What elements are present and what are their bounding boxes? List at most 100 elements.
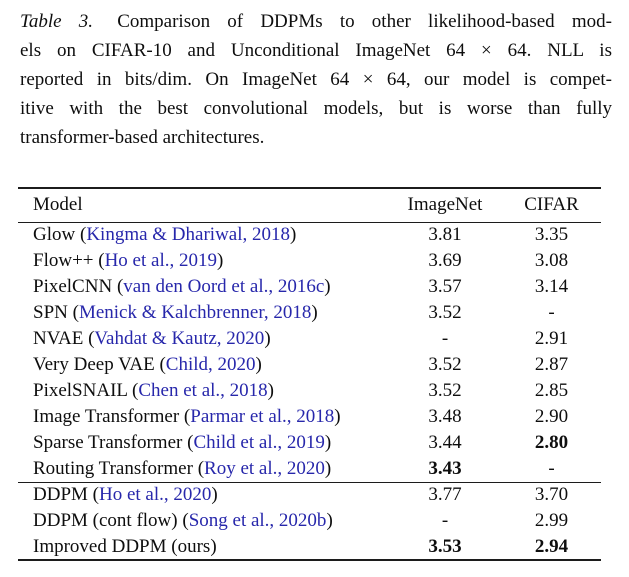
citation-link[interactable]: Roy et al., 2020	[204, 457, 325, 479]
cifar-value: 3.14	[534, 276, 569, 297]
model-text: Glow	[33, 224, 76, 246]
model-name-cell: Routing Transformer (Roy et al., 2020)	[18, 456, 378, 482]
caption-line: itive with the best convolutional models…	[20, 98, 612, 119]
citation-link[interactable]: Menick & Kalchbrenner, 2018	[78, 302, 312, 323]
paren-open: (	[112, 276, 124, 297]
imagenet-value: 3.48	[428, 406, 462, 427]
column-header-model: Model	[33, 194, 83, 216]
table-row: SPN (Menick & Kalchbrenner, 2018) 3.52 -	[18, 300, 601, 326]
imagenet-value: 3.52	[428, 302, 462, 323]
column-header-imagenet: ImageNet	[407, 194, 483, 216]
model-text: Routing Transformer	[33, 457, 193, 479]
paren-close: )	[211, 484, 218, 506]
caption-line: transformer-based architectures.	[20, 127, 265, 148]
imagenet-value: -	[441, 510, 449, 531]
citation-link[interactable]: Child et al., 2019	[193, 432, 325, 453]
nll-comparison-table: Model ImageNet CIFAR Glow (Kingma & Dhar…	[18, 187, 601, 561]
model-text: SPN	[33, 302, 68, 323]
citation-link[interactable]: Kingma & Dhariwal, 2018	[86, 224, 290, 246]
paren-open: (	[179, 406, 191, 427]
imagenet-value: -	[441, 328, 449, 349]
citation-link[interactable]: Ho et al., 2020	[98, 484, 212, 506]
ddpm-models-group: DDPM (Ho et al., 2020) 3.77 3.70 DDPM (c…	[18, 482, 601, 560]
model-name-cell: Flow++ (Ho et al., 2019)	[18, 248, 378, 274]
imagenet-value: 3.53	[428, 535, 462, 557]
model-text: PixelSNAIL	[33, 380, 128, 401]
model-name-cell: PixelCNN (van den Oord et al., 2016c)	[18, 274, 378, 300]
table-row: PixelSNAIL (Chen et al., 2018) 3.52 2.85	[18, 378, 601, 404]
paren-close: )	[264, 328, 271, 349]
paren-open: (	[154, 354, 166, 375]
cifar-value: 2.90	[534, 406, 569, 427]
citation-link[interactable]: Child, 2020	[165, 354, 256, 375]
model-name-cell: Image Transformer (Parmar et al., 2018)	[18, 404, 378, 430]
paren-close: )	[334, 406, 341, 427]
model-name-cell: DDPM (Ho et al., 2020)	[18, 482, 378, 508]
citation-link[interactable]: Chen et al., 2018	[138, 380, 268, 401]
model-name-cell: Improved DDPM (ours)	[18, 534, 378, 560]
caption-line: els on CIFAR-10 and Unconditional ImageN…	[20, 40, 612, 61]
table-row: Image Transformer (Parmar et al., 2018) …	[18, 404, 601, 430]
citation-link[interactable]: Parmar et al., 2018	[190, 406, 335, 427]
model-name-cell: Sparse Transformer (Child et al., 2019)	[18, 430, 378, 456]
table-row: DDPM (cont flow) (Song et al., 2020b) - …	[18, 508, 601, 534]
paren-close: )	[267, 380, 274, 401]
model-name-cell: Very Deep VAE (Child, 2020)	[18, 352, 378, 378]
paren-close: )	[324, 276, 331, 297]
imagenet-value: 3.52	[428, 380, 462, 401]
imagenet-value: 3.81	[428, 224, 462, 246]
table-row: Very Deep VAE (Child, 2020) 3.52 2.87	[18, 352, 601, 378]
imagenet-value: 3.77	[428, 484, 462, 506]
model-name-cell: DDPM (cont flow) (Song et al., 2020b)	[18, 508, 378, 534]
table-row: PixelCNN (van den Oord et al., 2016c) 3.…	[18, 274, 601, 300]
model-name-cell: NVAE (Vahdat & Kautz, 2020)	[18, 326, 378, 352]
cifar-value: 2.85	[534, 380, 569, 401]
cifar-value: 2.87	[534, 354, 569, 375]
cifar-value: 2.94	[534, 535, 569, 557]
table-row: DDPM (Ho et al., 2020) 3.77 3.70	[18, 482, 601, 508]
citation-link[interactable]: Vahdat & Kautz, 2020	[94, 328, 265, 349]
model-text: Sparse Transformer	[33, 432, 183, 453]
model-text: NVAE	[33, 328, 84, 349]
caption-line: Table 3. Comparison of DDPMs to other li…	[20, 7, 612, 36]
paren-close: )	[255, 354, 262, 375]
imagenet-value: 3.69	[428, 250, 462, 271]
paren-close: )	[311, 302, 318, 323]
model-text: Flow++	[33, 250, 94, 271]
citation-link[interactable]: van den Oord et al., 2016c	[123, 276, 325, 297]
model-text: PixelCNN	[33, 276, 113, 297]
imagenet-value: 3.57	[428, 276, 462, 297]
paren-close: )	[326, 510, 333, 531]
paren-close: )	[324, 457, 332, 479]
paren-close: )	[216, 250, 224, 271]
model-name-cell: PixelSNAIL (Chen et al., 2018)	[18, 378, 378, 404]
cifar-value: -	[548, 457, 555, 479]
cifar-value: -	[548, 302, 555, 323]
caption-label: Table 3.	[20, 11, 93, 32]
cifar-value: 3.35	[534, 224, 569, 246]
paren-open: (	[93, 250, 105, 271]
model-text: Image Transformer	[33, 406, 180, 427]
table-row: NVAE (Vahdat & Kautz, 2020) - 2.91	[18, 326, 601, 352]
table-caption: Table 3. Comparison of DDPMs to other li…	[20, 7, 612, 152]
model-name-cell: SPN (Menick & Kalchbrenner, 2018)	[18, 300, 378, 326]
table-row: Improved DDPM (ours) 3.53 2.94	[18, 534, 601, 560]
citation-link[interactable]: Ho et al., 2019	[104, 250, 217, 271]
cifar-value: 2.91	[534, 328, 569, 349]
baseline-models-group: Glow (Kingma & Dhariwal, 2018) 3.81 3.35…	[18, 222, 601, 482]
model-text: DDPM (cont flow)	[33, 510, 178, 531]
paren-close: )	[290, 224, 297, 246]
model-name-cell: Glow (Kingma & Dhariwal, 2018)	[18, 222, 378, 248]
paren-open: (	[127, 380, 139, 401]
citation-link[interactable]: Song et al., 2020b	[188, 510, 327, 531]
model-text: Very Deep VAE	[33, 354, 155, 375]
column-header-cifar: CIFAR	[524, 194, 579, 216]
paren-open: (	[75, 224, 87, 246]
cifar-value: 3.70	[534, 484, 569, 506]
model-text: Improved DDPM (ours)	[33, 535, 217, 557]
cifar-value: 3.08	[534, 250, 569, 271]
caption-text: Comparison of DDPMs to other likelihood-…	[117, 11, 612, 32]
cifar-value: 2.80	[534, 432, 569, 453]
imagenet-value: 3.44	[428, 432, 462, 453]
